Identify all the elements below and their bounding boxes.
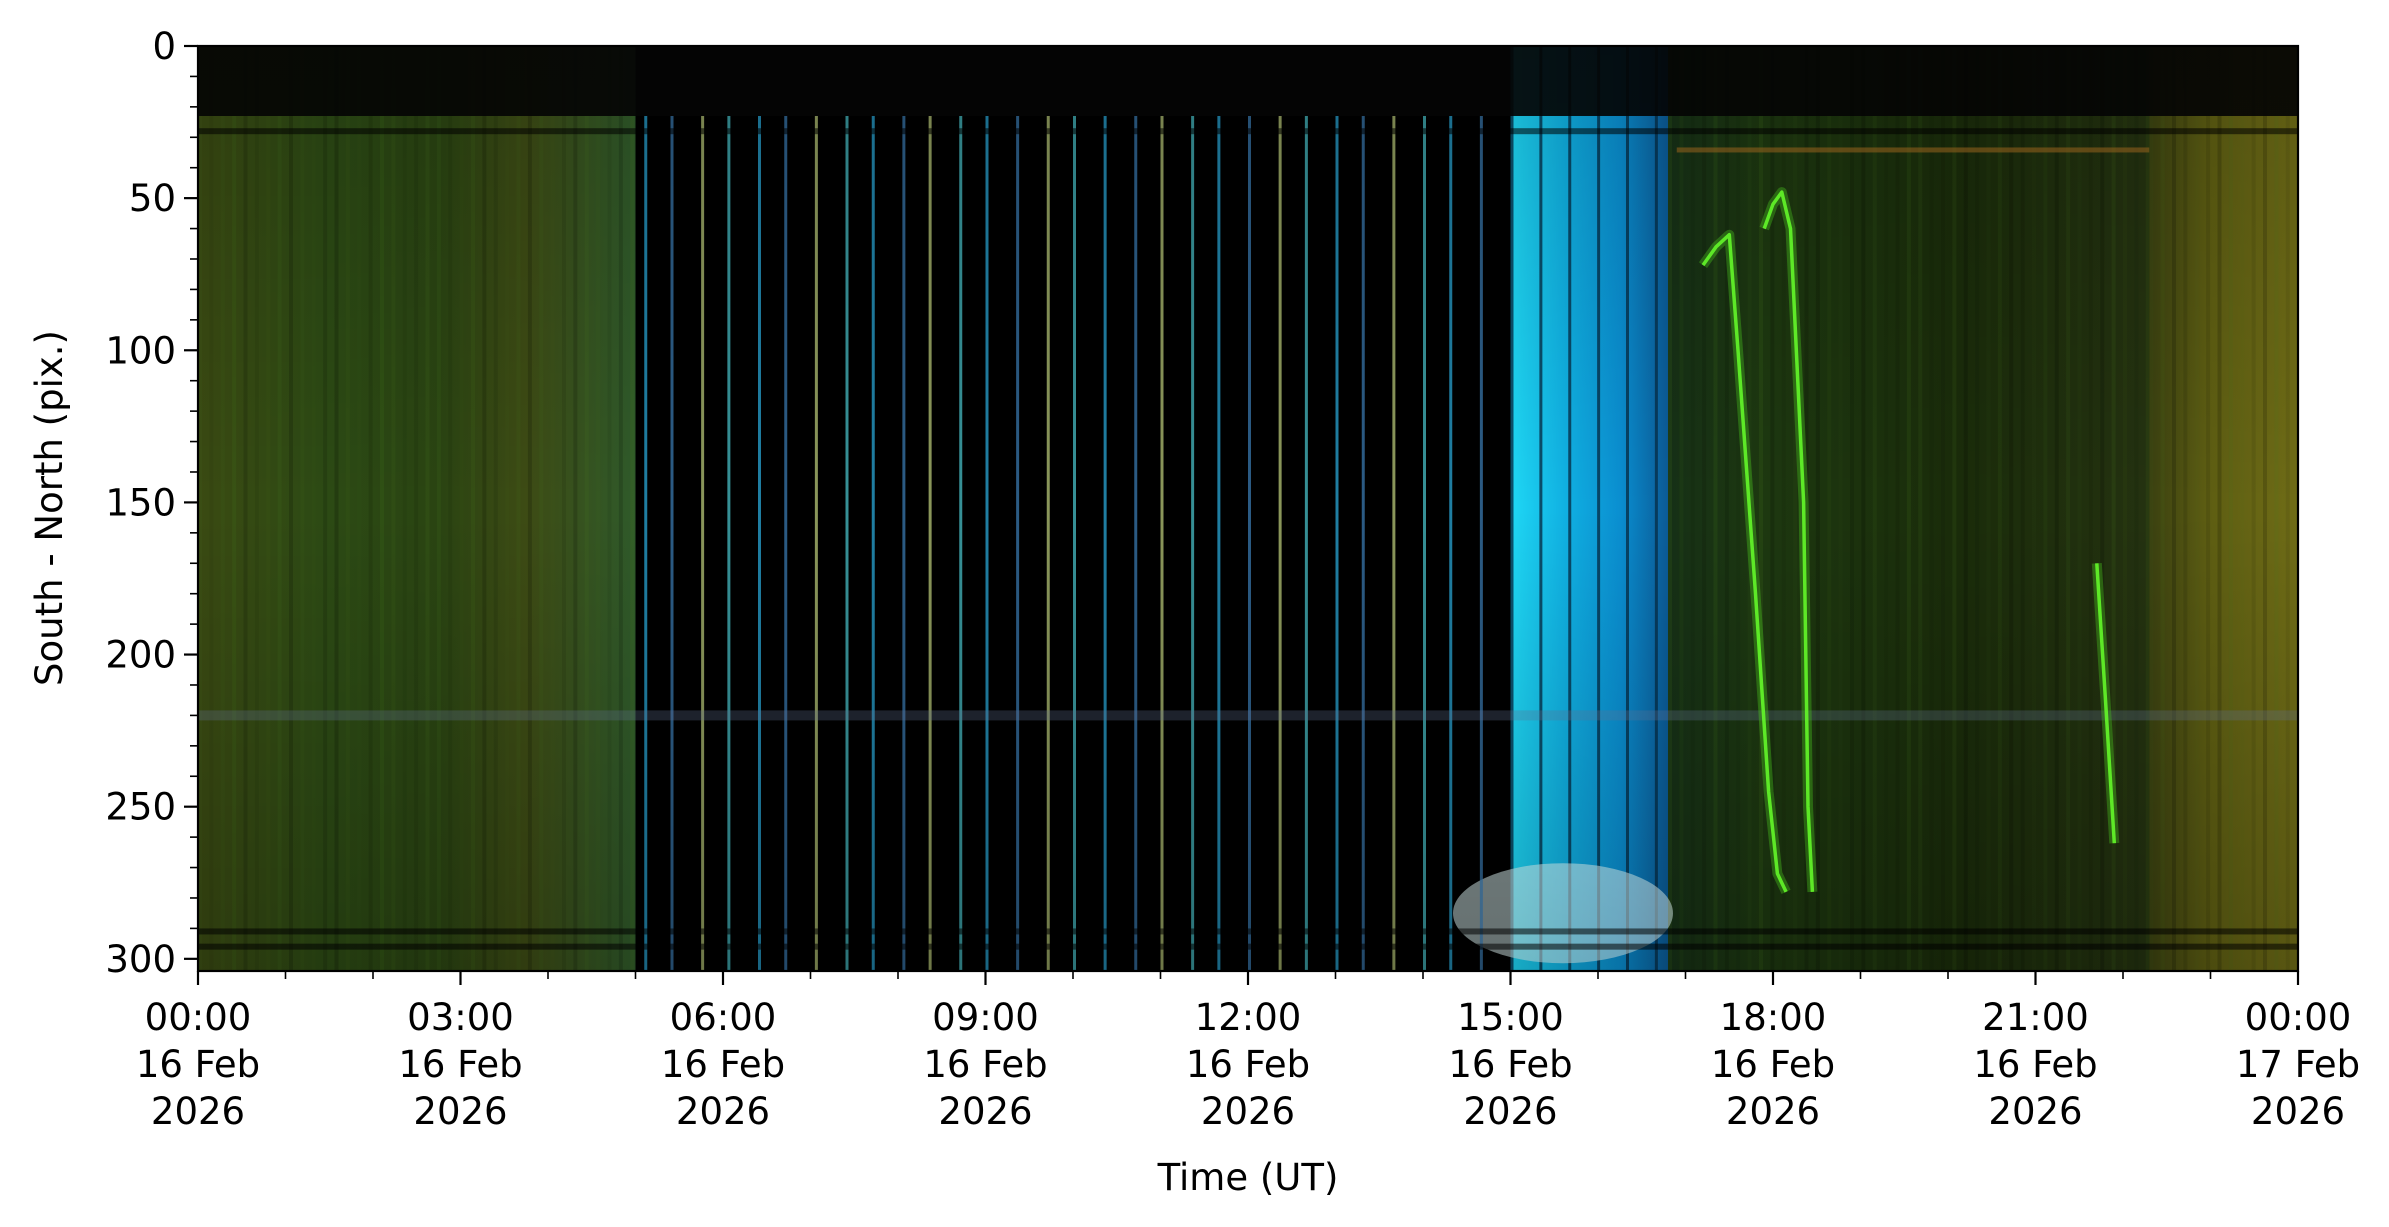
x-tick-year: 2026 (676, 1090, 770, 1133)
x-tick-time: 18:00 (1720, 996, 1827, 1039)
aurora-arc (1762, 190, 1815, 892)
x-tick-date: 16 Feb (923, 1043, 1047, 1086)
y-tick-label: 50 (129, 177, 176, 220)
y-tick-label: 250 (105, 786, 176, 829)
y-axis-label: South - North (pix.) (28, 330, 71, 686)
y-axis: 0 50 100 150 200 250 300 (105, 25, 198, 981)
x-tick-year: 2026 (151, 1090, 245, 1133)
x-tick-date: 16 Feb (1973, 1043, 2097, 1086)
x-tick-year: 2026 (1463, 1090, 1557, 1133)
x-tick-year: 2026 (2251, 1090, 2345, 1133)
y-tick-label: 200 (105, 634, 176, 677)
x-tick-date: 17 Feb (2236, 1043, 2360, 1086)
x-tick-time: 09:00 (932, 996, 1039, 1039)
y-tick-label: 0 (152, 25, 176, 68)
x-axis-label: Time (UT) (1157, 1156, 1339, 1199)
aurora-arc (2095, 563, 2117, 844)
x-tick-time: 03:00 (407, 996, 514, 1039)
x-tick-year: 2026 (413, 1090, 507, 1133)
x-tick-year: 2026 (1988, 1090, 2082, 1133)
x-tick-date: 16 Feb (136, 1043, 260, 1086)
x-tick-date: 16 Feb (1186, 1043, 1310, 1086)
plot-area (198, 46, 2298, 971)
x-tick-time: 00:00 (145, 996, 252, 1039)
y-tick-label: 150 (105, 481, 176, 524)
x-tick-time: 00:00 (2245, 996, 2352, 1039)
y-tick-label: 100 (105, 329, 176, 372)
x-tick-date: 16 Feb (661, 1043, 785, 1086)
aurora-arc (1701, 232, 1788, 893)
x-tick-date: 16 Feb (398, 1043, 522, 1086)
y-tick-label: 300 (105, 938, 176, 981)
x-tick-time: 06:00 (670, 996, 777, 1039)
x-tick-date: 16 Feb (1448, 1043, 1572, 1086)
x-tick-time: 12:00 (1195, 996, 1302, 1039)
x-tick-year: 2026 (938, 1090, 1032, 1133)
x-tick-year: 2026 (1726, 1090, 1820, 1133)
vertical-shading (198, 46, 2298, 971)
x-tick-year: 2026 (1201, 1090, 1295, 1133)
x-tick-time: 21:00 (1982, 996, 2089, 1039)
x-tick-time: 15:00 (1457, 996, 1564, 1039)
x-tick-date: 16 Feb (1711, 1043, 1835, 1086)
